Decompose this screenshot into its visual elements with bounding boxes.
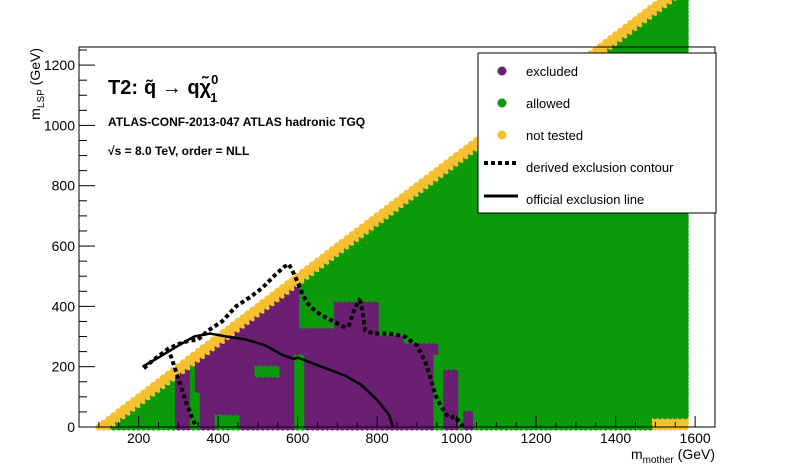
data-point [279,283,287,292]
data-point [149,381,158,390]
data-point [323,250,331,258]
data-point [229,321,237,329]
data-point [204,340,212,348]
data-point [184,355,192,363]
data-point [403,189,411,197]
data-point [234,317,242,325]
data-point [249,306,257,314]
data-point [393,197,401,205]
data-point [338,238,346,246]
data-point [408,185,416,194]
data-point [328,246,336,254]
data-point [373,212,381,220]
data-point [313,257,322,265]
data-point [284,280,292,288]
data-point [269,291,277,299]
data-point [110,412,118,420]
data-point [259,299,267,307]
data-point [120,404,128,412]
data-point [308,261,317,269]
data-point [363,219,371,227]
data-point [100,419,108,427]
data-point [343,234,351,243]
data-point [125,400,133,408]
data-point [105,415,113,424]
data-point [358,223,366,231]
data-point [388,201,396,209]
data-point [299,268,307,276]
data-point [189,351,197,359]
data-point [423,174,431,182]
data-point [348,231,356,239]
data-point [154,378,163,386]
data-point [140,389,148,397]
data-point [179,359,187,367]
data-point [164,370,172,378]
data-point [418,178,426,186]
data-point [135,393,143,401]
data-point [378,208,386,216]
data-point [244,310,252,318]
data-point [199,344,207,352]
data-point [428,170,436,178]
data-point [264,295,272,303]
